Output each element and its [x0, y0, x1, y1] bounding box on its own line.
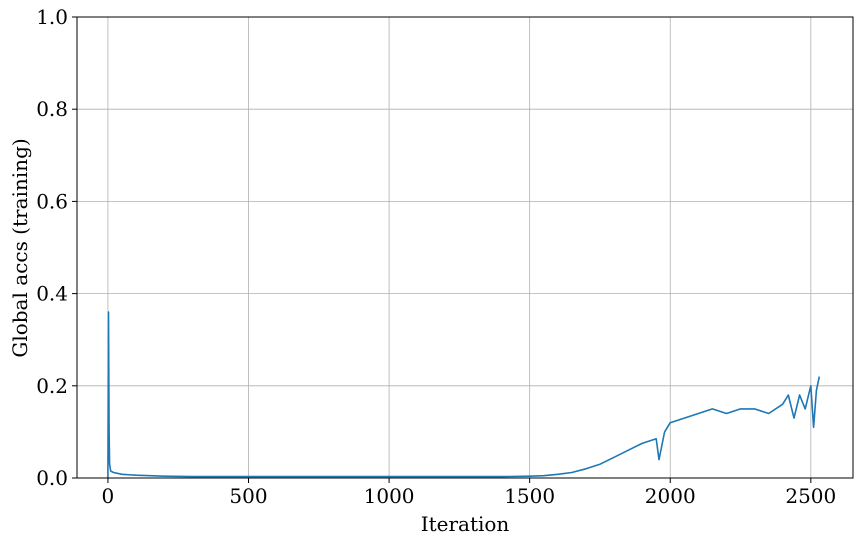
x-axis-label: Iteration: [421, 512, 510, 536]
x-tick-label: 2500: [785, 484, 836, 508]
plot-frame: [76, 16, 854, 479]
tick-labels: 0 500 1000 1500 2000 2500 0.0 0.2 0.4 0.6 0.8 1.0: [36, 5, 836, 508]
y-tick-label: 0.4: [36, 282, 68, 306]
x-tick-label: 1500: [504, 484, 555, 508]
y-tick-label: 0.2: [36, 374, 68, 398]
y-tick-label: 1.0: [36, 5, 68, 29]
x-tick-label: 2000: [645, 484, 696, 508]
x-tick-label: 1000: [364, 484, 415, 508]
x-tick-label: 0: [102, 484, 115, 508]
y-tick-label: 0.6: [36, 189, 68, 213]
grid: [77, 16, 853, 479]
series-line-1: [107, 311, 821, 479]
series-layer: [107, 311, 821, 479]
y-tick-label: 0.0: [36, 466, 68, 490]
y-axis-label: Global accs (training): [8, 138, 32, 357]
y-tick-label: 0.8: [36, 97, 68, 121]
ticks: [72, 16, 812, 483]
x-tick-label: 500: [229, 484, 267, 508]
